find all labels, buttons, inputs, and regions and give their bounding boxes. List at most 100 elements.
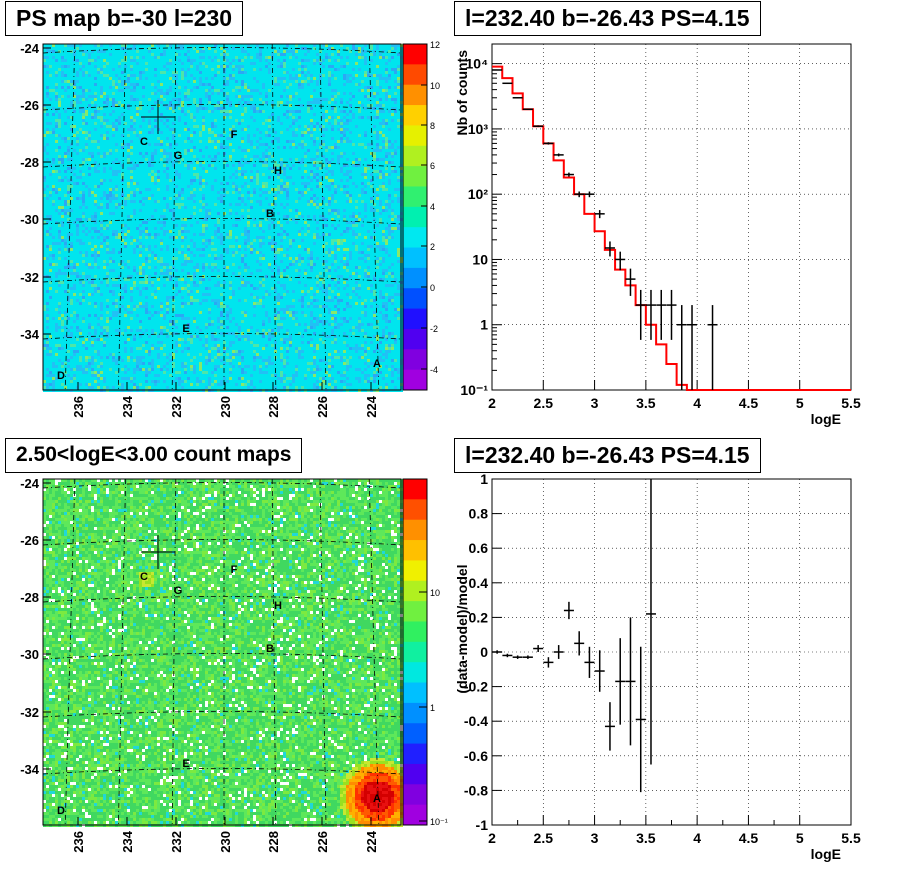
map-pixel (259, 95, 262, 98)
map-pixel (349, 65, 352, 68)
map-pixel (49, 116, 52, 119)
map-pixel (184, 149, 187, 152)
map-pixel (304, 125, 307, 128)
map-pixel (193, 158, 196, 161)
map-pixel (127, 155, 130, 158)
map-pixel (334, 98, 337, 101)
map-pixel (145, 128, 148, 131)
map-pixel (124, 125, 127, 128)
map-pixel (352, 50, 355, 53)
map-pixel (85, 128, 88, 131)
map-pixel (214, 59, 217, 62)
map-pixel (358, 47, 361, 50)
map-pixel (175, 50, 178, 53)
map-pixel (190, 59, 193, 62)
map-pixel (184, 125, 187, 128)
map-pixel (160, 161, 163, 164)
map-pixel (73, 137, 76, 140)
map-pixel (292, 149, 295, 152)
map-pixel (388, 125, 391, 128)
map-pixel (169, 122, 172, 125)
map-pixel (394, 86, 397, 89)
map-pixel (295, 131, 298, 134)
map-pixel (61, 128, 64, 131)
map-pixel (370, 149, 373, 152)
map-pixel (394, 56, 397, 59)
map-pixel (43, 71, 46, 74)
map-pixel (70, 119, 73, 122)
map-pixel (169, 80, 172, 83)
map-pixel (73, 62, 76, 65)
map-pixel (97, 77, 100, 80)
map-pixel (334, 113, 337, 116)
map-pixel (88, 95, 91, 98)
map-pixel (73, 161, 76, 164)
map-pixel (46, 62, 49, 65)
map-pixel (286, 158, 289, 161)
map-pixel (151, 83, 154, 86)
map-pixel (133, 161, 136, 164)
map-pixel (223, 116, 226, 119)
map-pixel (151, 89, 154, 92)
map-pixel (169, 113, 172, 116)
map-pixel (124, 146, 127, 149)
map-pixel (109, 146, 112, 149)
map-pixel (70, 71, 73, 74)
map-pixel (70, 140, 73, 143)
map-pixel (397, 113, 400, 116)
map-pixel (94, 149, 97, 152)
map-pixel (343, 74, 346, 77)
map-pixel (121, 152, 124, 155)
map-pixel (97, 83, 100, 86)
map-pixel (55, 167, 58, 170)
map-pixel (262, 77, 265, 80)
map-pixel (334, 164, 337, 167)
map-pixel (67, 140, 70, 143)
map-pixel (187, 164, 190, 167)
map-pixel (211, 107, 214, 110)
map-pixel (220, 143, 223, 146)
map-pixel (340, 140, 343, 143)
map-pixel (307, 137, 310, 140)
map-pixel (88, 71, 91, 74)
map-pixel (316, 74, 319, 77)
map-pixel (157, 77, 160, 80)
map-pixel (271, 164, 274, 167)
map-pixel (88, 137, 91, 140)
map-pixel (274, 98, 277, 101)
map-pixel (340, 161, 343, 164)
map-pixel (370, 65, 373, 68)
map-pixel (289, 119, 292, 122)
map-pixel (238, 146, 241, 149)
map-pixel (328, 83, 331, 86)
map-pixel (316, 44, 319, 47)
map-pixel (199, 167, 202, 170)
map-pixel (100, 107, 103, 110)
map-pixel (382, 107, 385, 110)
map-pixel (76, 62, 79, 65)
map-pixel (274, 86, 277, 89)
map-pixel (250, 65, 253, 68)
map-pixel (265, 71, 268, 74)
map-pixel (295, 143, 298, 146)
map-pixel (349, 116, 352, 119)
map-pixel (58, 62, 61, 65)
map-pixel (226, 92, 229, 95)
map-pixel (127, 137, 130, 140)
map-pixel (388, 131, 391, 134)
map-pixel (283, 152, 286, 155)
map-pixel (52, 110, 55, 113)
map-pixel (166, 107, 169, 110)
map-pixel (274, 107, 277, 110)
map-pixel (103, 77, 106, 80)
map-pixel (184, 113, 187, 116)
map-pixel (292, 86, 295, 89)
map-pixel (331, 86, 334, 89)
map-pixel (337, 92, 340, 95)
map-pixel (79, 146, 82, 149)
map-pixel (364, 80, 367, 83)
map-pixel (148, 80, 151, 83)
map-pixel (136, 50, 139, 53)
map-pixel (85, 134, 88, 137)
map-pixel (199, 101, 202, 104)
